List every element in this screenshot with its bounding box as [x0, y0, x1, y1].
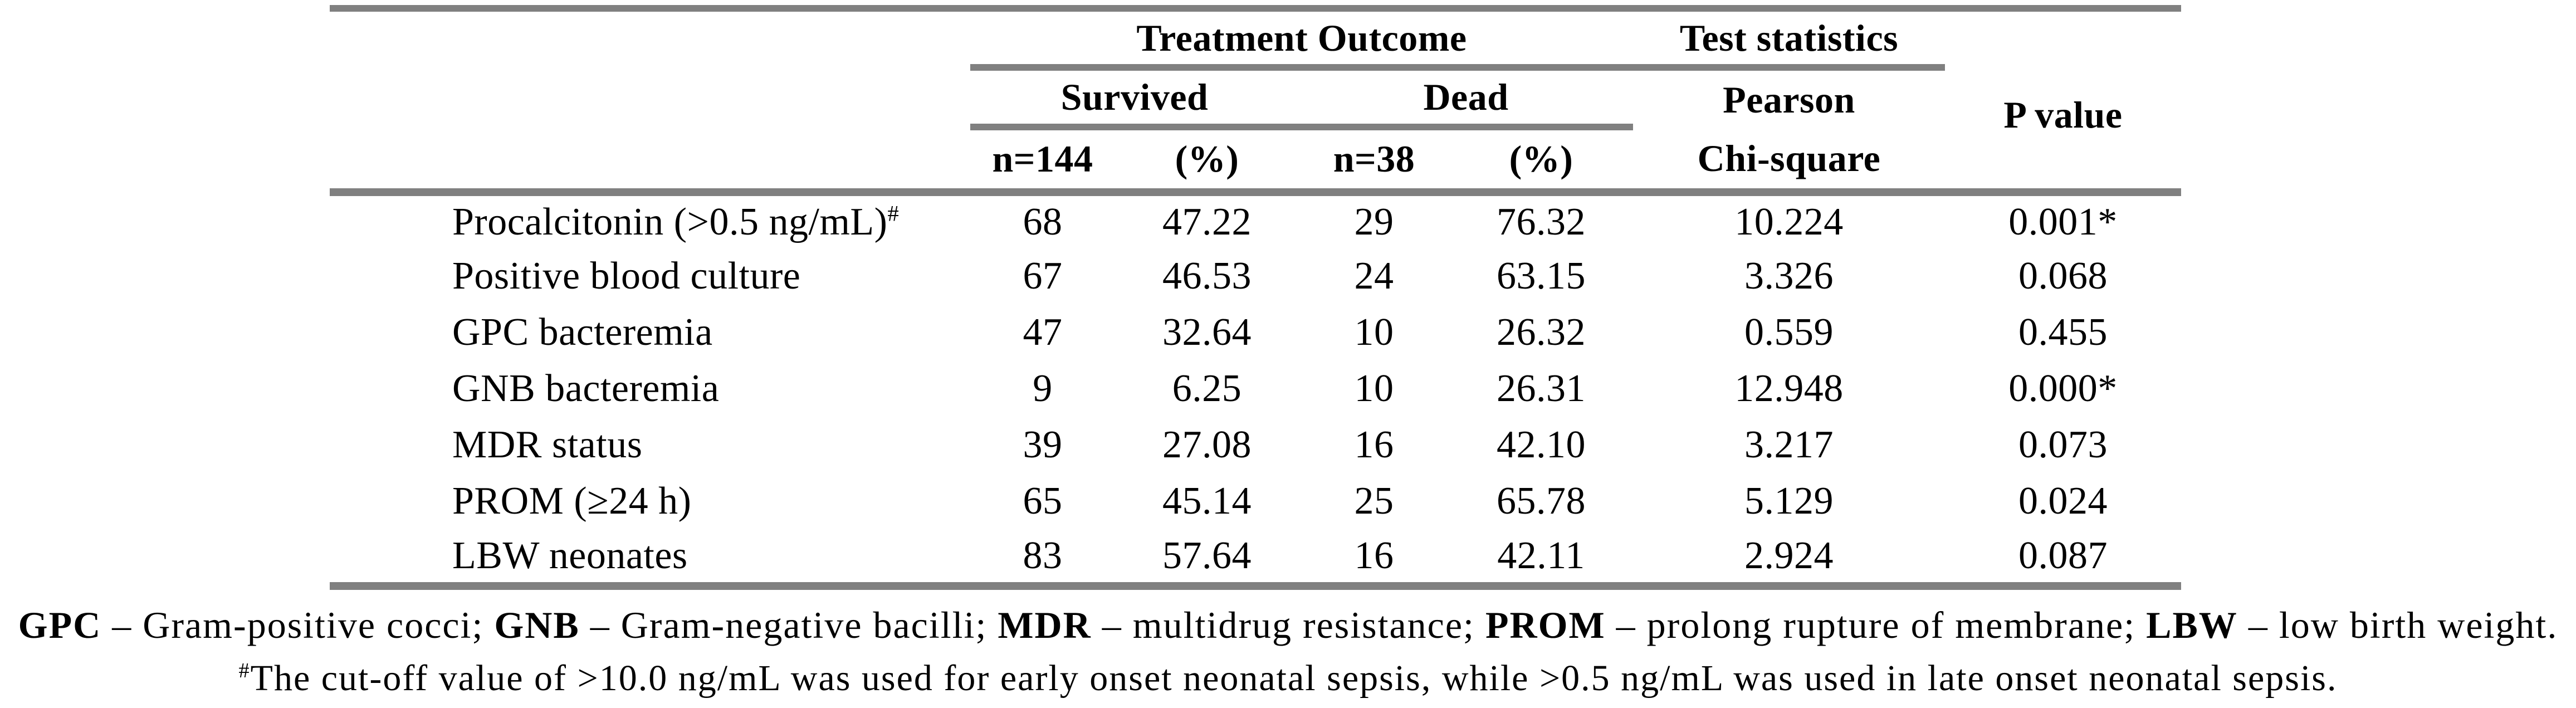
cell-n-survived: 67 [1023, 255, 1063, 298]
cell-pct-dead: 65.78 [1497, 480, 1586, 523]
cell-pct-survived: 32.64 [1162, 311, 1252, 354]
cell-n-survived: 9 [1033, 367, 1053, 411]
abbreviation-term: GNB [494, 604, 580, 646]
cell-pct-dead: 26.32 [1497, 311, 1586, 354]
abbreviation-definition: – Gram-negative bacilli; [579, 604, 998, 646]
cell-chi-square: 10.224 [1734, 200, 1844, 243]
cell-pct-dead: 42.11 [1449, 529, 1633, 590]
cell-p-value: 0.024 [2018, 480, 2108, 523]
cell-n-dead: 16 [1299, 529, 1449, 590]
cell-chi-square: 12.948 [1734, 367, 1844, 411]
outcomes-table: Treatment Outcome Test statistics P valu… [330, 5, 2181, 590]
abbreviation-definition: – multidrug resistance; [1091, 604, 1485, 646]
cell-p-value: 0.068 [2018, 255, 2108, 298]
cell-n-survived: 65 [1023, 480, 1063, 523]
header-chi-square-line1: Pearson [1723, 79, 1855, 121]
footnote-cutoff-marker: # [238, 659, 251, 682]
cell-chi-square: 3.326 [1744, 255, 1834, 298]
cell-n-dead: 16 [1354, 423, 1394, 467]
cell-n-survived: 68 [1023, 200, 1063, 243]
cell-chi-square: 3.217 [1744, 423, 1834, 467]
cell-p-value: 0.000* [2008, 367, 2118, 411]
table-row: Procalcitonin (>0.5 ng/mL)# 68 47.22 29 76.3… [330, 192, 2181, 248]
cell-n-survived: 39 [1023, 423, 1063, 467]
table-body: Procalcitonin (>0.5 ng/mL)# 68 47.22 29 76.3… [330, 192, 2181, 590]
cell-pct-survived: 6.25 [1172, 367, 1242, 411]
table-row: GNB bacteremia 9 6.25 10 26.31 12.948 0.000* [330, 361, 2181, 417]
table-row: Positive blood culture 67 46.53 24 63.15 3.32… [330, 248, 2181, 305]
row-label: PROM (≥24 h) [452, 480, 692, 523]
abbreviation-definition: – prolong rupture of membrane; [1605, 604, 2147, 646]
table-row: PROM (≥24 h) 65 45.14 25 65.78 5.129 0.024 [330, 473, 2181, 530]
row-label: Procalcitonin (>0.5 ng/mL)# [452, 200, 900, 243]
cell-pct-survived: 46.53 [1162, 255, 1252, 298]
cell-pct-survived: 27.08 [1162, 423, 1252, 467]
header-treatment-outcome: Treatment Outcome [970, 5, 1633, 71]
cell-p-value: 0.455 [2018, 311, 2108, 354]
cell-n-survived: 47 [1023, 311, 1063, 354]
row-label: LBW neonates [330, 529, 970, 590]
cell-pct-survived: 45.14 [1162, 480, 1252, 523]
header-n-survived: n=144 [970, 126, 1115, 196]
row-label: GNB bacteremia [452, 367, 720, 411]
cell-chi-square: 5.129 [1744, 480, 1834, 523]
cell-pct-dead: 76.32 [1497, 200, 1586, 243]
header-survived: Survived [970, 67, 1299, 130]
footnote-cutoff-text: The cut-off value of >10.0 ng/mL was use… [250, 658, 2338, 699]
cell-pct-dead: 26.31 [1497, 367, 1586, 411]
cell-n-survived: 83 [970, 529, 1115, 590]
row-label: MDR status [452, 423, 643, 467]
spacer-cell [330, 67, 970, 127]
cell-pct-survived: 57.64 [1115, 529, 1299, 590]
row-label-superscript: # [887, 201, 900, 226]
cell-n-dead: 29 [1354, 200, 1394, 243]
table-row: MDR status 39 27.08 16 42.10 3.217 0.073 [330, 417, 2181, 473]
header-test-statistics: Test statistics [1633, 5, 1945, 71]
header-chi-square: Pearson Chi-square [1633, 67, 1945, 196]
cell-n-dead: 10 [1354, 367, 1394, 411]
cell-pct-dead: 63.15 [1497, 255, 1586, 298]
header-pct-survived: (%) [1115, 126, 1299, 196]
table-header: Treatment Outcome Test statistics P valu… [330, 5, 2181, 196]
cell-n-dead: 24 [1354, 255, 1394, 298]
abbreviation-definition: – Gram-positive cocci; [101, 604, 495, 646]
header-dead: Dead [1299, 67, 1633, 130]
cell-chi-square: 0.559 [1744, 311, 1834, 354]
abbreviation-definition: – low birth weight. [2237, 604, 2558, 646]
row-label: GPC bacteremia [452, 311, 713, 354]
cell-n-dead: 10 [1354, 311, 1394, 354]
table-row: GPC bacteremia 47 32.64 10 26.32 0.559 0.455 [330, 305, 2181, 361]
header-pct-dead: (%) [1449, 126, 1633, 196]
cell-chi-square: 2.924 [1633, 529, 1945, 590]
footnote-abbreviations: GPC – Gram-positive cocci; GNB – Gram-ne… [0, 603, 2576, 647]
abbreviation-term: MDR [998, 604, 1092, 646]
header-chi-square-line2: Chi-square [1697, 137, 1881, 180]
cell-n-dead: 25 [1354, 480, 1394, 523]
spacer-cell [330, 5, 970, 67]
cell-p-value: 0.073 [2018, 423, 2108, 467]
footnote-cutoff: #The cut-off value of >10.0 ng/mL was us… [0, 657, 2576, 700]
table-row: LBW neonates 83 57.64 16 42.11 2.924 0.087 [330, 529, 2181, 590]
cell-p-value: 0.001* [2008, 200, 2118, 243]
abbreviation-term: GPC [18, 604, 102, 646]
row-label: Positive blood culture [452, 255, 801, 298]
header-n-dead: n=38 [1299, 126, 1449, 196]
cell-p-value: 0.087 [1945, 529, 2181, 590]
header-p-value: P value [1945, 5, 2181, 196]
cell-pct-dead: 42.10 [1497, 423, 1586, 467]
spacer-cell [330, 126, 970, 196]
abbreviation-term: PROM [1485, 604, 1606, 646]
abbreviation-term: LBW [2146, 604, 2238, 646]
cell-pct-survived: 47.22 [1162, 200, 1252, 243]
